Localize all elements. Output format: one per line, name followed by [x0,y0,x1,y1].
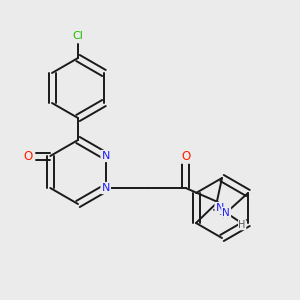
Text: N: N [215,203,224,213]
Text: H: H [222,211,230,221]
Text: N: N [101,183,110,193]
Text: N: N [101,151,110,161]
Text: O: O [181,149,190,163]
Text: H: H [238,220,246,230]
Text: N: N [222,208,230,218]
Text: O: O [24,149,33,163]
Text: Cl: Cl [73,31,83,41]
